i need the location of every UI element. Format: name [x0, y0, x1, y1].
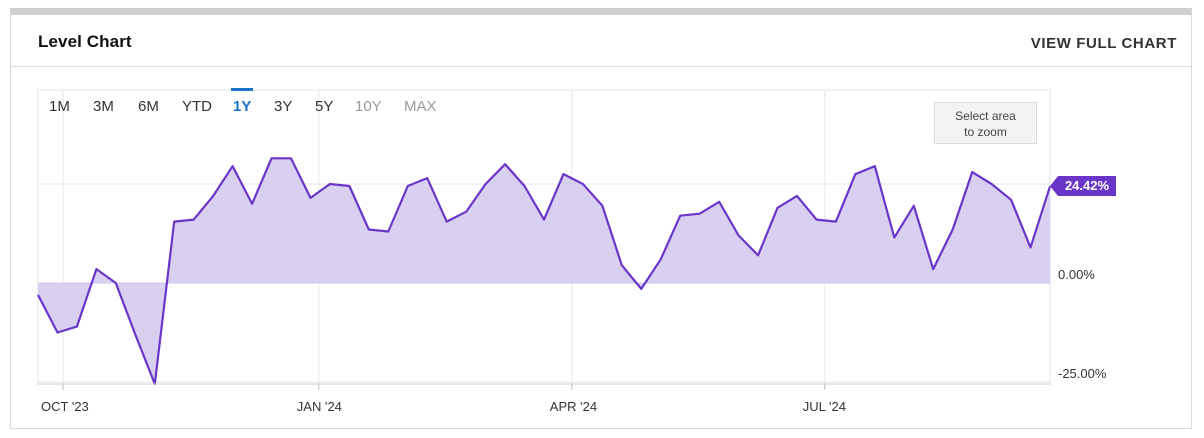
zoom-label-line1: Select area: [955, 109, 1016, 123]
range-10y-button: 10Y: [355, 98, 382, 115]
level-chart-panel: Level Chart VIEW FULL CHART: [10, 8, 1192, 429]
range-1m-button[interactable]: 1M: [49, 98, 70, 115]
last-value-label: 24.42%: [1050, 176, 1116, 196]
range-5y-button[interactable]: 5Y: [315, 98, 334, 115]
view-full-chart-link[interactable]: VIEW FULL CHART: [1030, 35, 1177, 52]
zoom-label-line2: to zoom: [964, 125, 1007, 139]
range-1y-button[interactable]: 1Y: [230, 88, 254, 115]
range-max-button: MAX: [404, 98, 437, 115]
select-area-zoom-button[interactable]: Select area to zoom: [934, 102, 1037, 144]
range-3m-button[interactable]: 3M: [93, 98, 114, 115]
range-ytd-button[interactable]: YTD: [182, 98, 212, 115]
range-3y-button[interactable]: 3Y: [274, 98, 293, 115]
panel-title: Level Chart: [38, 32, 132, 51]
range-6m-button[interactable]: 6M: [138, 98, 159, 115]
panel-header: Level Chart VIEW FULL CHART: [11, 15, 1191, 67]
